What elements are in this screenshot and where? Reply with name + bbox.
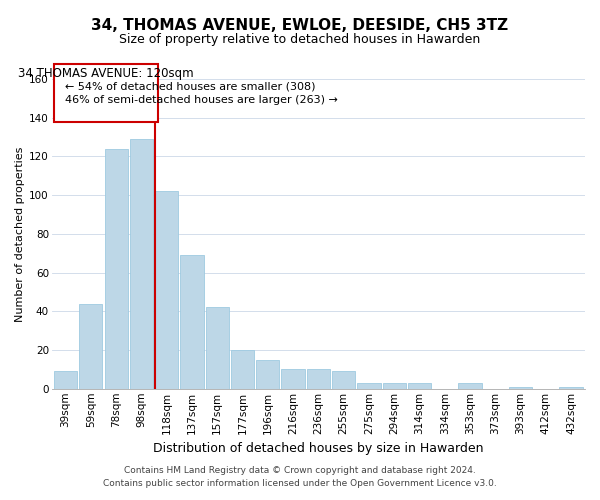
Text: 46% of semi-detached houses are larger (263) →: 46% of semi-detached houses are larger (… [65,96,338,106]
Bar [509,387,532,389]
Text: Size of property relative to detached houses in Hawarden: Size of property relative to detached ho… [119,32,481,46]
Bar [281,370,305,389]
Text: 34 THOMAS AVENUE: 120sqm: 34 THOMAS AVENUE: 120sqm [18,66,194,80]
Bar [155,192,178,389]
Text: 34, THOMAS AVENUE, EWLOE, DEESIDE, CH5 3TZ: 34, THOMAS AVENUE, EWLOE, DEESIDE, CH5 3… [91,18,509,32]
Bar [408,383,431,389]
Bar [458,383,482,389]
Bar [181,255,203,389]
Bar [79,304,103,389]
Bar [54,372,77,389]
Bar [357,383,380,389]
X-axis label: Distribution of detached houses by size in Hawarden: Distribution of detached houses by size … [153,442,484,455]
Y-axis label: Number of detached properties: Number of detached properties [15,146,25,322]
Bar [307,370,330,389]
Bar [231,350,254,389]
Bar [206,308,229,389]
Text: Contains HM Land Registry data © Crown copyright and database right 2024.
Contai: Contains HM Land Registry data © Crown c… [103,466,497,487]
Bar [332,372,355,389]
Bar [256,360,280,389]
Bar [130,139,153,389]
Bar [104,148,128,389]
FancyBboxPatch shape [54,64,158,122]
Bar [559,387,583,389]
Bar [383,383,406,389]
Text: ← 54% of detached houses are smaller (308): ← 54% of detached houses are smaller (30… [65,82,316,92]
